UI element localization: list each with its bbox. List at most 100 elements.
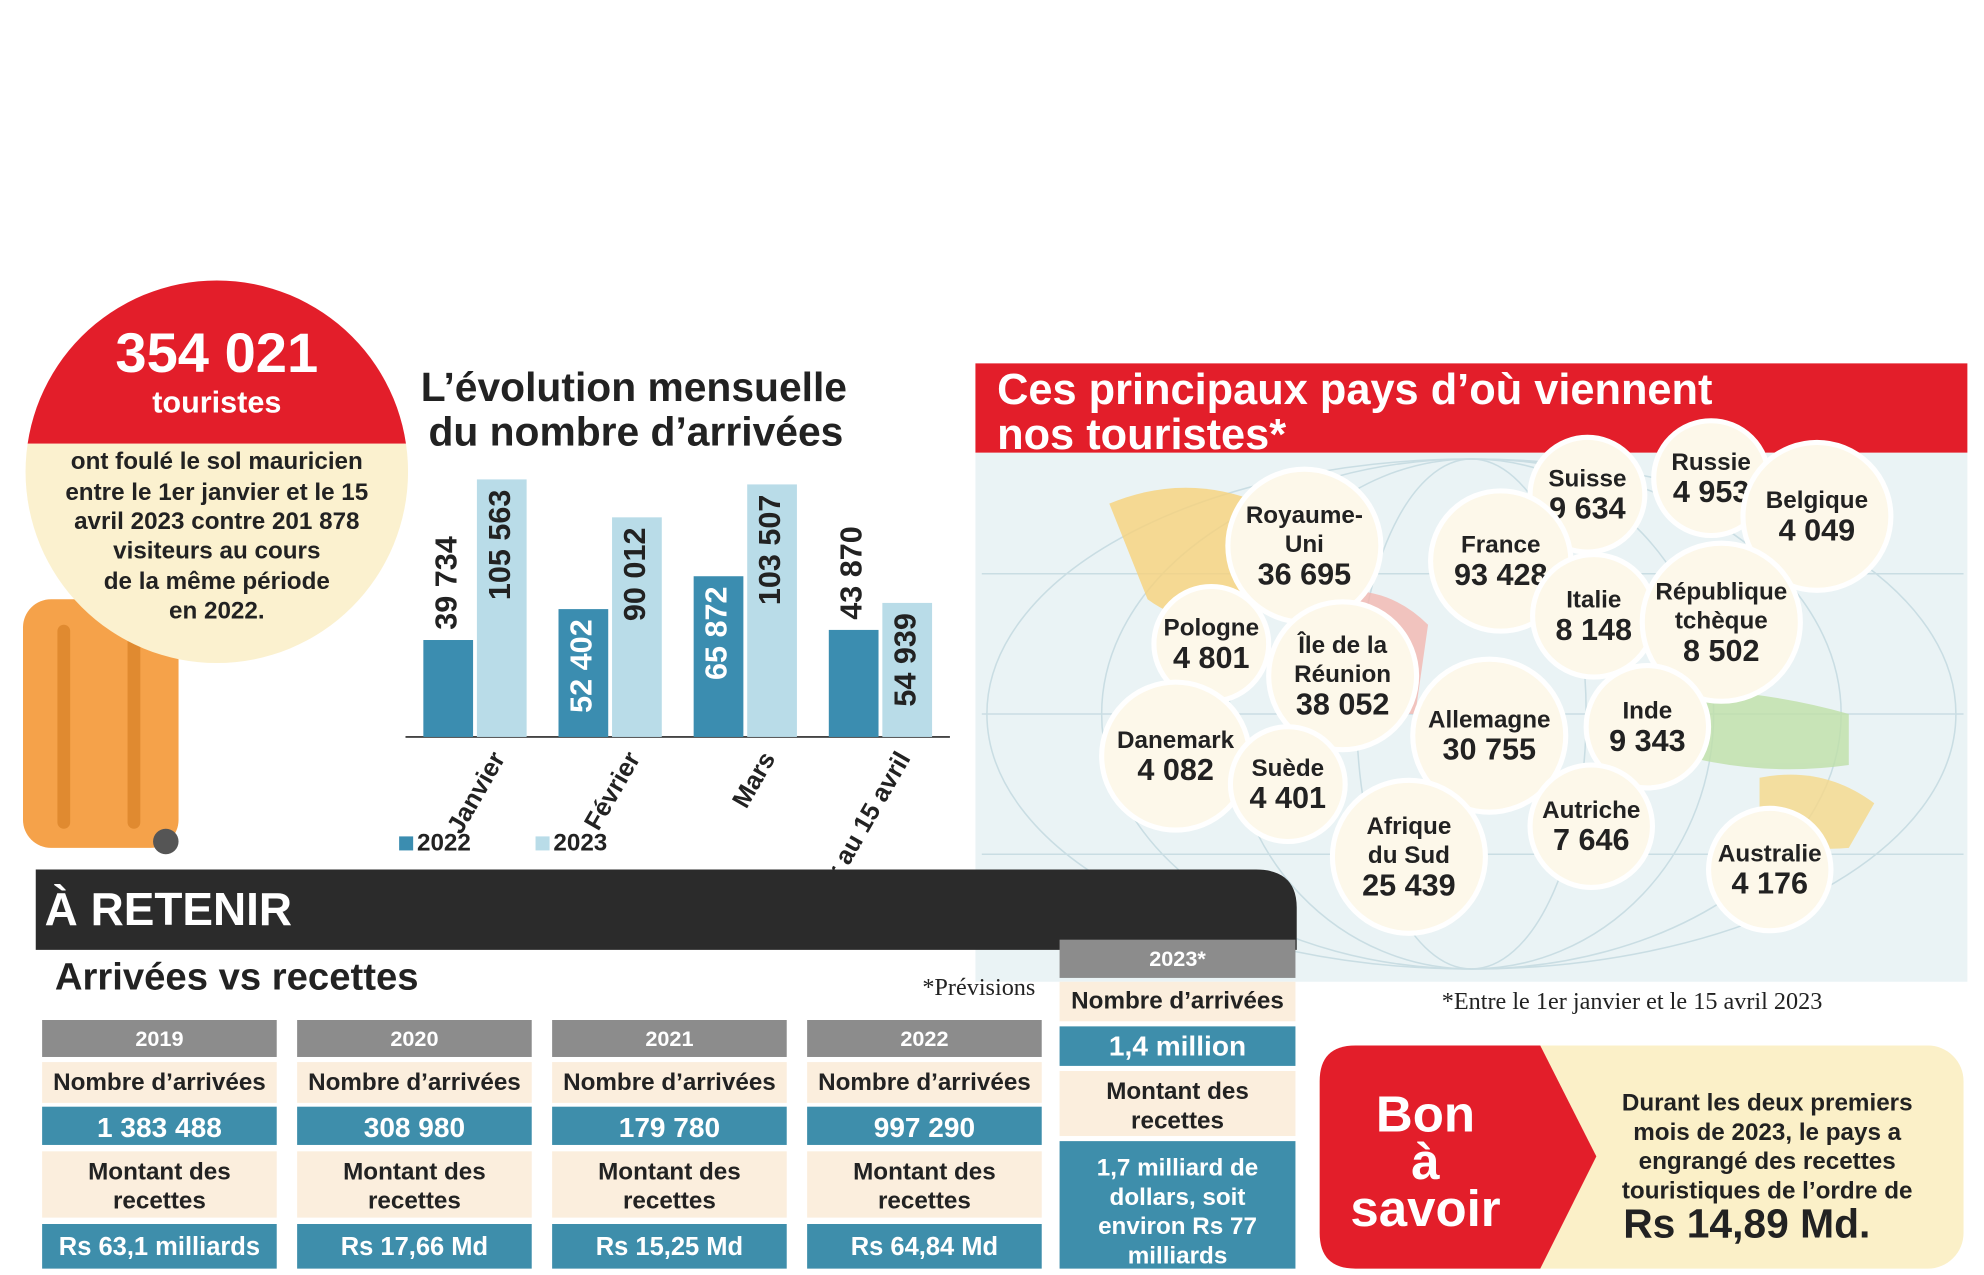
table-cell <box>42 1062 277 1103</box>
map-footnote: *Entre le 1er janvier et le 15 avril 202… <box>1442 988 1823 1015</box>
country-value: 4 176 <box>1731 867 1808 901</box>
x-tick-label: Février <box>579 747 646 835</box>
country-name: Inde <box>1622 697 1672 724</box>
country-name: Allemagne <box>1428 706 1550 733</box>
table-text: Rs 64,84 Md <box>851 1233 998 1261</box>
bar <box>828 629 879 737</box>
map-title: Ces principaux pays d’où viennent <box>997 366 1712 414</box>
country-value: 9 634 <box>1549 492 1626 526</box>
value-label: 43 870 <box>835 526 869 620</box>
hero-line: visiteurs au cours <box>113 537 320 564</box>
table-cell <box>807 1062 1042 1103</box>
table-cell <box>297 1062 532 1103</box>
retenir-band <box>35 869 1297 950</box>
hero-unit: touristes <box>152 385 281 419</box>
table-cell <box>807 1151 1042 1218</box>
country-value: 8 148 <box>1556 613 1633 647</box>
hero-line: de la même période <box>104 568 330 595</box>
country-bubble <box>1639 540 1803 704</box>
value-label: 65 872 <box>700 586 734 680</box>
table-cell <box>1059 981 1296 1022</box>
table-cell <box>297 1224 532 1269</box>
country-value: 7 646 <box>1553 823 1630 857</box>
country-name: Suède <box>1251 755 1324 782</box>
country-bubble <box>1740 439 1894 593</box>
retenir-table: 2019 Nombre d’arrivées 1 383 488 Montant de… <box>42 939 1296 1270</box>
table-cell <box>807 1224 1042 1269</box>
country-name: Afrique <box>1367 813 1452 840</box>
hero-text: ont foulé le sol mauricien entre le 1er j… <box>65 448 368 624</box>
country-name: Russie <box>1671 449 1750 476</box>
bon-highlight: Rs 14,89 Md. <box>1623 1200 1870 1246</box>
bar <box>882 602 933 737</box>
hero-number: 354 021 <box>115 321 318 384</box>
table-text: 1 383 488 <box>97 1112 222 1143</box>
country-value: 4 049 <box>1779 513 1856 547</box>
country-name: Danemark <box>1117 727 1235 754</box>
table-cell <box>552 1151 787 1218</box>
table-text: recettes <box>368 1188 461 1215</box>
table-text: Nombre d’arrivées <box>563 1069 776 1096</box>
table-text: 2020 <box>390 1026 438 1051</box>
legend-label: 2022 <box>417 829 471 856</box>
country-bubble <box>1266 599 1420 753</box>
country-name: Australie <box>1718 840 1822 867</box>
table-cell <box>1059 1071 1296 1137</box>
table-cell <box>1059 1026 1296 1066</box>
table-text: recettes <box>113 1188 206 1215</box>
hero-line: avril 2023 contre 201 878 <box>74 508 359 535</box>
table-cell <box>297 1106 532 1145</box>
table-text: recettes <box>878 1188 971 1215</box>
country-name: Uni <box>1285 531 1324 558</box>
suitcase-rib <box>127 624 141 829</box>
country-name: Royaume- <box>1246 502 1363 529</box>
table-cell <box>1059 1141 1296 1269</box>
table-text: recettes <box>623 1188 716 1215</box>
table-text: Montant des <box>88 1158 231 1185</box>
country-name: Pologne <box>1164 615 1260 642</box>
country-bubble <box>1227 724 1348 845</box>
value-label: 90 012 <box>618 528 652 622</box>
table-text: Rs 17,66 Md <box>341 1233 488 1261</box>
country-value: 36 695 <box>1258 557 1352 591</box>
table-text: 2022 <box>900 1026 948 1051</box>
bon-text: mois de 2023, le pays a <box>1633 1119 1901 1146</box>
bon-text: touristiques de l’ordre de <box>1622 1178 1913 1205</box>
country-value: 9 343 <box>1609 724 1686 758</box>
x-tick-label: Janvier <box>442 747 511 838</box>
country-name: Belgique <box>1766 487 1868 514</box>
table-text: Montant des <box>598 1158 741 1185</box>
country-name: Île de la <box>1297 631 1387 659</box>
chart-title: du nombre d’arrivées <box>428 409 843 455</box>
table-cell <box>552 1224 787 1269</box>
table-cell <box>552 1062 787 1103</box>
table-text: Montant des <box>853 1158 996 1185</box>
bon-text: engrangé des recettes <box>1639 1148 1896 1175</box>
table-text: Nombre d’arrivées <box>818 1069 1031 1096</box>
country-name: Suisse <box>1548 465 1626 492</box>
suitcase-wheel <box>153 828 179 855</box>
table-cell <box>42 1151 277 1218</box>
table-cell <box>807 1106 1042 1145</box>
table-cell <box>552 1020 787 1057</box>
bon-text: Durant les deux premiers <box>1622 1090 1913 1117</box>
country-value: 8 502 <box>1683 634 1760 668</box>
hero-line: ont foulé le sol mauricien <box>71 448 363 475</box>
legend-label: 2023 <box>553 829 607 856</box>
value-label: 105 563 <box>483 490 517 601</box>
country-name: Autriche <box>1542 797 1640 824</box>
country-bubble <box>1329 777 1488 936</box>
table-cell <box>42 1020 277 1057</box>
table-text: Montant des <box>343 1158 486 1185</box>
table-text: 2021 <box>645 1026 693 1051</box>
value-label: 103 507 <box>753 495 787 606</box>
country-name: Italie <box>1566 587 1621 614</box>
bar <box>423 640 474 737</box>
country-name: tchèque <box>1675 608 1768 635</box>
hero-line: en 2022. <box>169 597 265 624</box>
map-header <box>975 363 1968 453</box>
table-text: Nombre d’arrivées <box>53 1069 266 1096</box>
country-value: 4 082 <box>1137 753 1214 787</box>
chart-title: L’évolution mensuelle <box>421 364 847 410</box>
